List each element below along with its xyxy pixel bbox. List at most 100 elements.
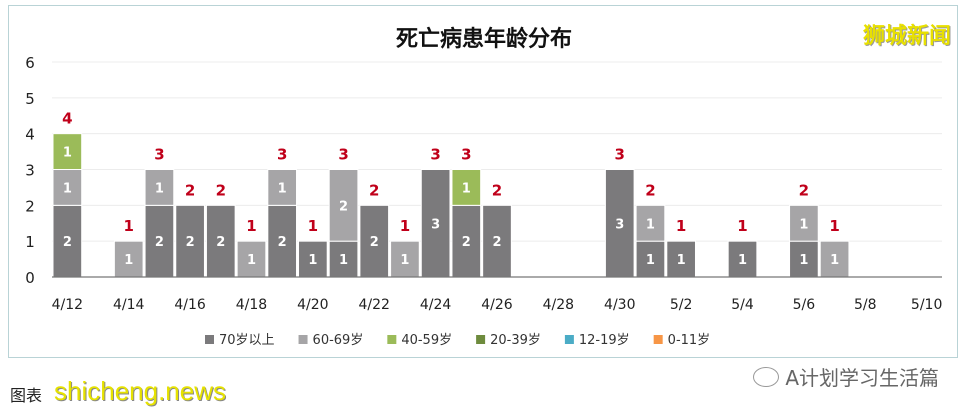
legend-label: 60-69岁 <box>313 333 364 348</box>
total-label: 2 <box>369 181 379 199</box>
segment-label: 1 <box>124 253 133 268</box>
watermark-bottom: shicheng.news <box>54 376 226 406</box>
total-label: 3 <box>338 146 348 164</box>
total-label: 2 <box>185 181 195 199</box>
segment-label: 2 <box>186 235 195 250</box>
bar-segment <box>144 169 175 206</box>
legend-label: 0-11岁 <box>668 333 711 348</box>
segment-label: 1 <box>646 253 655 268</box>
legend-label: 12-19岁 <box>579 333 630 348</box>
bar-segment <box>451 169 482 206</box>
legend-label: 40-59岁 <box>401 333 452 348</box>
bar-segment <box>727 240 758 278</box>
bar-segment <box>604 169 635 278</box>
segment-label: 1 <box>646 217 655 232</box>
segment-label: 1 <box>799 253 808 268</box>
segment-label: 2 <box>63 235 72 250</box>
segment-label: 1 <box>155 181 164 196</box>
x-tick-label: 4/30 <box>604 297 635 313</box>
y-tick-label: 0 <box>25 269 35 287</box>
bar-segment <box>420 169 451 278</box>
segment-label: 2 <box>339 199 348 214</box>
legend-swatch <box>476 335 486 344</box>
bar-segment <box>205 204 236 278</box>
total-label: 1 <box>737 217 747 235</box>
legend-swatch <box>564 335 574 344</box>
y-tick-label: 2 <box>25 197 35 215</box>
total-label: 3 <box>615 146 625 164</box>
wechat-icon <box>753 366 780 387</box>
chart-frame <box>8 5 958 358</box>
x-tick-label: 5/4 <box>731 297 754 313</box>
bar-segment <box>359 204 390 278</box>
total-label: 4 <box>62 110 72 128</box>
x-tick-label: 5/6 <box>793 297 816 313</box>
watermark-logo-top: 狮城新闻 <box>862 24 951 49</box>
x-tick-label: 4/18 <box>236 297 267 313</box>
x-tick-label: 4/26 <box>481 297 513 313</box>
total-label: 2 <box>645 181 655 199</box>
segment-label: 2 <box>370 235 379 250</box>
segment-label: 1 <box>63 181 72 196</box>
x-tick-label: 4/20 <box>297 297 328 313</box>
x-tick-label: 4/14 <box>113 297 145 313</box>
total-label: 1 <box>829 217 839 235</box>
segment-label: 1 <box>247 253 256 268</box>
segment-label: 1 <box>738 253 747 268</box>
total-label: 2 <box>492 181 502 199</box>
total-label: 3 <box>154 146 164 164</box>
segment-label: 1 <box>308 253 317 268</box>
segment-label: 1 <box>799 217 808 232</box>
x-tick-label: 5/8 <box>854 297 877 313</box>
segment-label: 3 <box>615 217 624 232</box>
x-tick-label: 4/28 <box>543 297 574 313</box>
segment-label: 2 <box>462 235 471 250</box>
caption: 图表 <box>10 386 43 405</box>
bar-segment <box>789 204 819 242</box>
bar-segment <box>666 240 696 278</box>
total-label: 1 <box>124 217 134 235</box>
wechat-account: A计划学习生活篇 <box>753 362 939 391</box>
legend-swatch <box>298 335 308 344</box>
x-tick-label: 4/22 <box>359 297 390 313</box>
x-tick-label: 5/10 <box>911 297 942 313</box>
segment-label: 1 <box>278 181 287 196</box>
y-tick-label: 3 <box>25 162 35 180</box>
x-tick-label: 5/2 <box>670 297 693 313</box>
bar-segment <box>52 169 83 206</box>
bar-segment <box>236 240 267 278</box>
total-label: 3 <box>461 146 471 164</box>
segment-label: 2 <box>155 235 164 250</box>
y-tick-label: 5 <box>25 90 35 108</box>
y-tick-label: 1 <box>25 233 35 251</box>
bar-segment <box>175 204 205 278</box>
bar-segment <box>390 240 420 278</box>
bar-segment <box>451 204 482 278</box>
x-tick-label: 4/24 <box>420 297 452 313</box>
bar-segment <box>482 204 512 278</box>
bar-segment <box>298 240 328 278</box>
segment-label: 1 <box>677 253 686 268</box>
total-label: 1 <box>308 217 318 235</box>
segment-label: 2 <box>492 235 501 250</box>
bar-segment <box>267 169 298 206</box>
segment-label: 2 <box>216 235 225 250</box>
total-label: 3 <box>430 146 440 164</box>
legend-swatch <box>205 335 214 344</box>
wechat-account-name: A计划学习生活篇 <box>785 366 939 390</box>
total-label: 2 <box>216 181 226 199</box>
legend-swatch <box>653 335 663 344</box>
x-tick-label: 4/16 <box>174 297 206 313</box>
legend-swatch <box>387 335 397 344</box>
segment-label: 1 <box>400 253 409 268</box>
total-label: 1 <box>246 217 256 235</box>
total-label: 3 <box>277 146 287 164</box>
total-label: 2 <box>799 181 809 199</box>
segment-label: 2 <box>278 235 287 250</box>
total-label: 1 <box>400 217 410 235</box>
bar-segment <box>328 169 359 242</box>
x-tick-label: 4/12 <box>52 297 83 313</box>
legend-label: 70岁以上 <box>219 333 275 348</box>
segment-label: 1 <box>830 253 839 268</box>
